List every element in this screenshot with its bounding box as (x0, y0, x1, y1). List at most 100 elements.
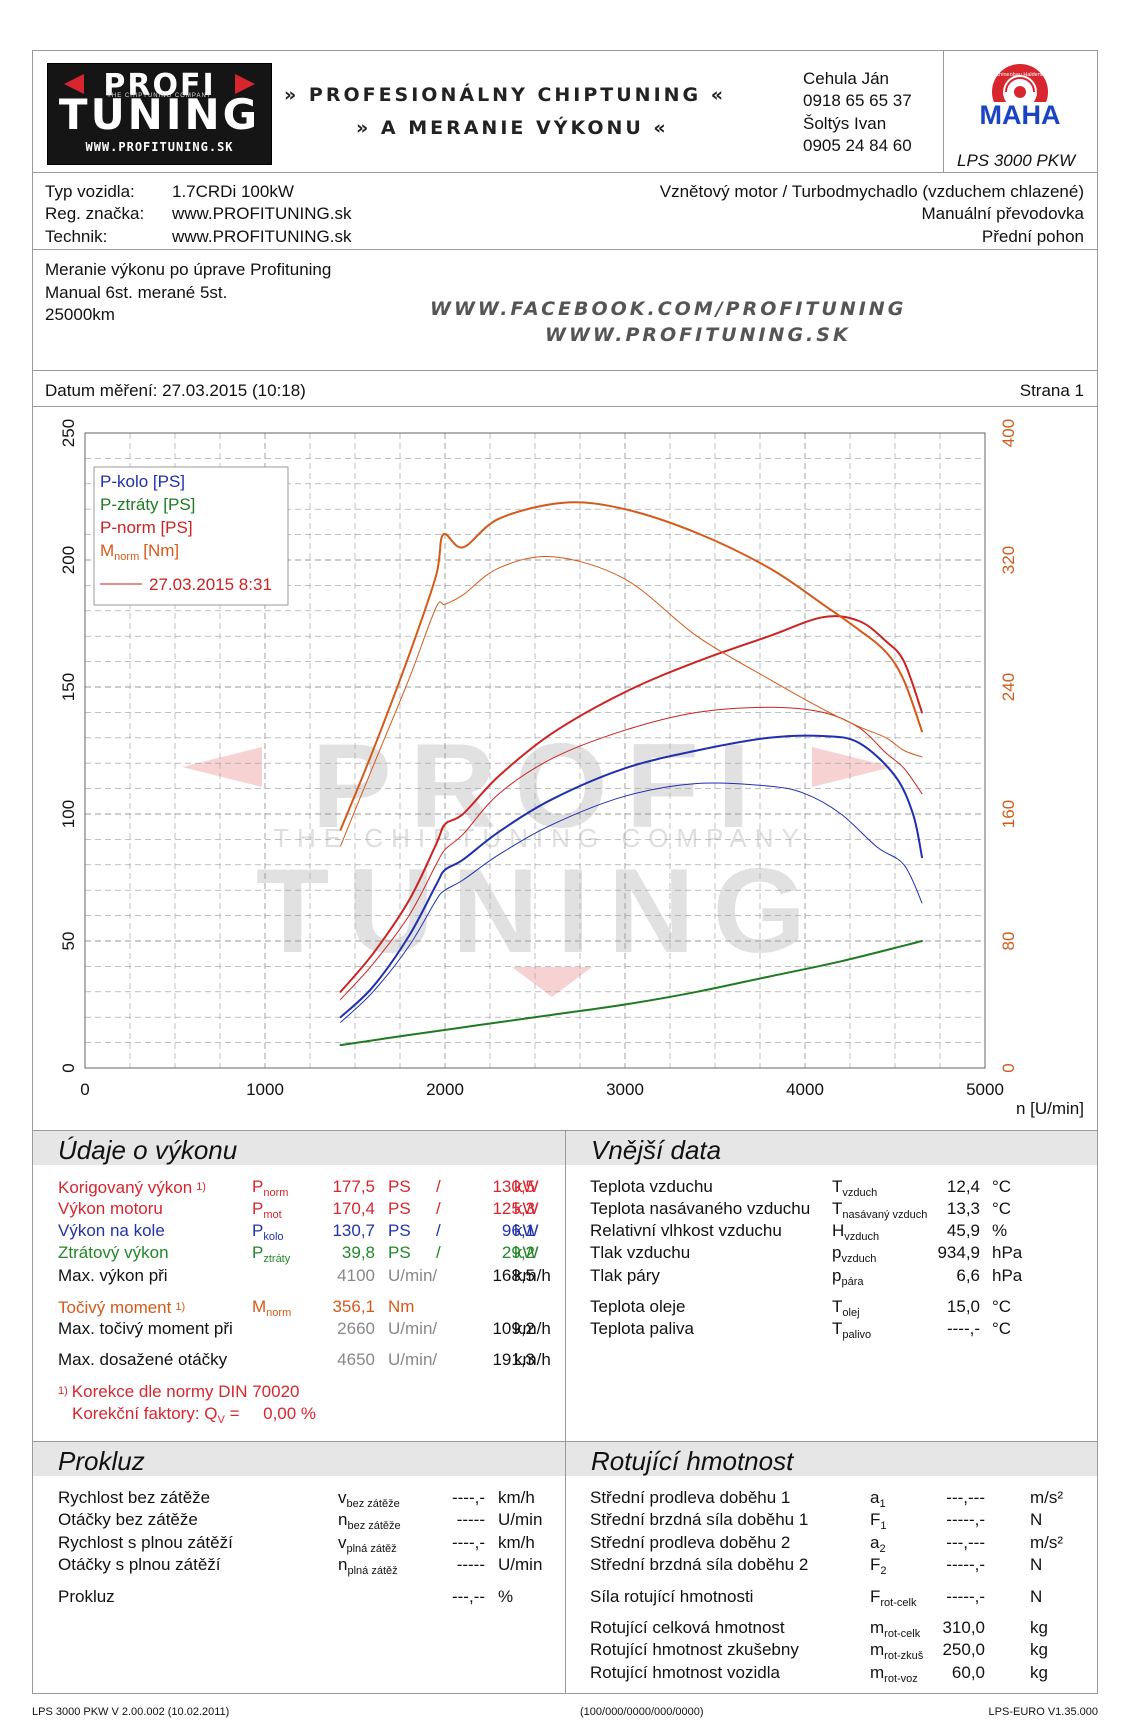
legend-entry-p-norm: P-norm [PS] (100, 518, 193, 537)
footnote-factor-sub: V (217, 1414, 225, 1426)
slip-unit: U/min (498, 1555, 543, 1574)
contact-line: Cehula Ján (803, 69, 890, 88)
rotating-symbol-sub: rot-voz (884, 1673, 918, 1685)
note-line: Manual 6st. merané 5st. (45, 283, 228, 302)
y-right-tick-label: 80 (999, 932, 1018, 951)
chart-series (339, 501, 923, 1047)
torque-symbol-sub: norm (266, 1307, 292, 1319)
series-line-3 (339, 615, 923, 993)
series-line-2 (339, 940, 923, 1047)
x-tick-label: 5000 (966, 1080, 1004, 1099)
power-symbol: P (252, 1221, 264, 1240)
max-power-speed-unit: km/h (514, 1266, 551, 1285)
max-torque-speed: 109,2 (492, 1319, 535, 1338)
note-line: Meranie výkonu po úprave Profituning (45, 260, 332, 279)
slip-symbol: n (338, 1555, 348, 1574)
maha-brand: MAHA (980, 100, 1061, 130)
max-torque-rpm-unit: U/min/ (388, 1319, 438, 1338)
slip-total-label: Prokluz (58, 1587, 115, 1606)
max-power-rpm: 4100 (337, 1266, 375, 1285)
y-left-tick-label: 150 (59, 673, 78, 701)
external-unit: hPa (992, 1266, 1023, 1285)
torque-label: Točivý moment (58, 1298, 172, 1317)
rotating-symbol: m (870, 1618, 885, 1637)
power-unit-kw: kW (514, 1177, 539, 1196)
vehicle-label: Typ vozidla: (45, 182, 135, 201)
rotating-symbol-sub: 2 (880, 1565, 887, 1577)
y-left-tick-label: 100 (59, 800, 78, 828)
engine-type: Vznětový motor / Turbodmychadlo (vzduche… (659, 182, 1084, 201)
power-label: Ztrátový výkon (58, 1243, 169, 1262)
external-symbol-sub: palivo (842, 1329, 872, 1341)
slogan-line2: » A MERANIE VÝKONU « (356, 117, 669, 139)
slip-label: Rychlost s plnou zátěží (58, 1533, 233, 1552)
slip-section-title: Prokluz (58, 1446, 145, 1476)
external-unit: °C (992, 1319, 1012, 1338)
logo-url: WWW.PROFITUNING.SK (85, 140, 234, 154)
slip-value: ----,- (451, 1488, 485, 1507)
external-symbol-sub: vzduch (844, 1231, 880, 1243)
x-tick-label: 4000 (786, 1080, 824, 1099)
rotating-symbol-sub: 1 (880, 1520, 887, 1532)
rotating-section-title: Rotující hmotnost (591, 1446, 794, 1476)
website-link: WWW.PROFITUNING.SK (545, 324, 851, 346)
contact-line: 0918 65 65 37 (803, 91, 912, 110)
divider (565, 1130, 566, 1694)
y-right-tick-label: 160 (999, 800, 1018, 828)
rotating-force-label: Síla rotující hmotnosti (590, 1587, 754, 1606)
max-torque-label: Max. točivý moment při (58, 1319, 233, 1338)
rotating-symbol-sub: rot-zkuš (884, 1650, 924, 1662)
external-symbol-sub: nasávaný vzduch (842, 1209, 928, 1221)
rotating-symbol: m (870, 1663, 885, 1682)
max-torque-speed-unit: km/h (514, 1319, 551, 1338)
power-unit-ps: PS (388, 1177, 411, 1196)
power-separator: / (436, 1243, 441, 1262)
power-value-ps: 130,7 (332, 1221, 375, 1240)
divider (32, 172, 1098, 173)
power-separator: / (436, 1177, 441, 1196)
rotating-symbol: F (870, 1587, 881, 1606)
divider (32, 370, 1098, 371)
power-value-ps: 170,4 (332, 1199, 375, 1218)
external-label: Teplota vzduchu (590, 1177, 713, 1196)
slip-total-unit: % (498, 1587, 514, 1606)
power-value-kw: 29,2 (501, 1243, 535, 1262)
rotating-value: -----,- (946, 1510, 985, 1529)
slip-symbol-sub: bez zátěže (347, 1520, 401, 1532)
power-value-kw: 130,5 (492, 1177, 535, 1196)
legend-entry-p-kolo: P-kolo [PS] (100, 472, 185, 491)
external-value: 6,6 (956, 1266, 980, 1285)
footnote-factor-value: = 0,00 % (224, 1404, 317, 1423)
watermark-wedge (812, 747, 892, 787)
external-symbol: p (832, 1243, 842, 1262)
rotating-force-unit: N (1030, 1587, 1043, 1606)
rotating-unit: kg (1030, 1640, 1048, 1659)
external-value: 15,0 (946, 1297, 980, 1316)
power-unit-kw: kW (514, 1243, 539, 1262)
rotating-symbol: a (870, 1533, 880, 1552)
rotating-value: 250,0 (942, 1640, 985, 1659)
vehicle-reg: www.PROFITUNING.sk (172, 204, 352, 223)
vehicle-label: Reg. značka: (45, 204, 145, 223)
watermark-wedge (182, 747, 262, 787)
rotating-symbol: F (870, 1555, 881, 1574)
rotating-label: Střední prodleva doběhu 2 (590, 1533, 791, 1552)
y-left-tick-label: 0 (59, 1063, 78, 1072)
external-label: Tlak páry (590, 1266, 660, 1285)
power-section-title: Údaje o výkonu (58, 1135, 238, 1165)
x-tick-label: 2000 (426, 1080, 464, 1099)
power-unit-ps: PS (388, 1243, 411, 1262)
legend-entry-p-ztraty: P-ztráty [PS] (100, 495, 195, 514)
slogan-line1: » PROFESIONÁLNY CHIPTUNING « (284, 84, 727, 106)
max-rpm-speed-unit: km/h (514, 1350, 551, 1369)
external-unit: °C (992, 1199, 1012, 1218)
rotating-label: Střední brzdná síla doběhu 2 (590, 1555, 809, 1574)
x-tick-label: 1000 (246, 1080, 284, 1099)
rotating-symbol-sub: 1 (879, 1498, 886, 1510)
logo-line2: TUNING (58, 90, 261, 139)
max-power-rpm-unit: U/min/ (388, 1266, 438, 1285)
chart-axes: 0 1000 2000 3000 4000 5000 0 50 100 150 200 250 0 80 1… (59, 419, 1084, 1118)
external-unit: hPa (992, 1243, 1023, 1262)
